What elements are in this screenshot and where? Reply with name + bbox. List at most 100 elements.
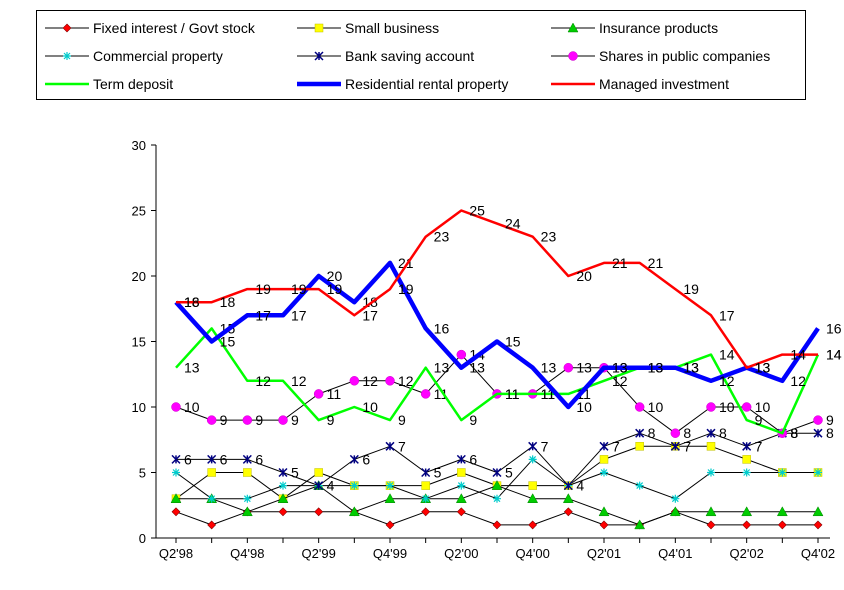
- data-label: 21: [648, 255, 664, 271]
- data-point: [671, 494, 680, 503]
- data-point: [528, 441, 538, 451]
- data-label: 9: [469, 412, 477, 428]
- data-point: [669, 506, 681, 517]
- data-label: 23: [434, 229, 450, 245]
- data-point: [242, 415, 253, 425]
- data-label: 6: [469, 451, 477, 467]
- data-label: 5: [291, 465, 299, 481]
- legend-marker: [568, 51, 578, 61]
- data-point: [742, 441, 752, 451]
- data-point: [207, 454, 217, 464]
- data-label: 13: [683, 360, 699, 376]
- data-point: [741, 402, 752, 412]
- legend-label: Insurance products: [599, 20, 719, 36]
- data-point: [172, 468, 180, 477]
- data-label: 23: [541, 229, 557, 245]
- series-managed-investment: 18 18 19 19 19 17 19 23 25 24 23 20 21 21 19 17 13 14 14: [176, 203, 842, 376]
- series-line: [175, 458, 818, 500]
- x-tick-label: Q4'98: [230, 546, 264, 561]
- data-label: 12: [362, 373, 378, 389]
- data-label: 7: [541, 438, 549, 454]
- data-label: 7: [683, 438, 691, 454]
- data-point: [670, 441, 680, 451]
- data-label: 19: [291, 281, 307, 297]
- data-point: [278, 415, 288, 425]
- data-label: 16: [826, 320, 842, 336]
- data-label: 8: [826, 425, 834, 441]
- data-label: 21: [612, 255, 628, 271]
- data-label: 10: [719, 399, 735, 415]
- data-point: [813, 428, 823, 438]
- data-label: 20: [576, 268, 592, 284]
- data-label: 6: [184, 451, 192, 467]
- x-tick-label: Q4'01: [658, 546, 692, 561]
- legend-swatch: [45, 52, 89, 60]
- data-label: 6: [362, 451, 370, 467]
- data-label: 10: [362, 399, 378, 415]
- data-point: [527, 493, 539, 503]
- data-point: [421, 481, 430, 490]
- data-point: [707, 468, 715, 477]
- legend-item-small-business: Small business: [295, 17, 439, 39]
- legend-marker: [314, 23, 324, 33]
- legend-item-term-deposit: Term deposit: [43, 73, 173, 95]
- data-point: [492, 467, 502, 478]
- legend-swatch: [297, 51, 341, 61]
- series-insurance-products: [170, 480, 824, 530]
- y-tick-label: 15: [132, 335, 146, 350]
- data-label: 13: [184, 360, 200, 376]
- data-point: [814, 468, 822, 477]
- legend-marker: [567, 22, 579, 33]
- data-point: [813, 520, 823, 530]
- data-point: [742, 468, 751, 477]
- data-point: [705, 506, 717, 517]
- data-label: 13: [612, 360, 628, 376]
- data-point: [635, 442, 644, 451]
- data-point: [385, 376, 395, 386]
- data-point: [421, 467, 431, 478]
- data-point: [171, 507, 181, 517]
- data-point: [456, 507, 466, 517]
- data-point: [278, 467, 288, 478]
- data-point: [314, 481, 324, 491]
- legend-label: Shares in public companies: [599, 48, 771, 64]
- data-label: 11: [505, 386, 520, 402]
- legend-label: Small business: [345, 20, 440, 36]
- data-point: [562, 493, 574, 503]
- data-label: 12: [291, 373, 307, 389]
- data-label: 12: [255, 373, 271, 389]
- data-label: 9: [755, 412, 763, 428]
- legend-swatch: [297, 81, 341, 87]
- data-label: 10: [184, 399, 200, 415]
- data-point: [350, 481, 359, 490]
- data-label: 9: [291, 412, 299, 428]
- data-point: [742, 520, 752, 530]
- data-label: 12: [719, 373, 735, 389]
- data-label: 8: [790, 425, 798, 441]
- legend-item-shares-in-public-companies: Shares in public companies: [549, 45, 770, 67]
- data-point: [777, 520, 787, 530]
- series-line: [176, 485, 818, 526]
- data-label: 12: [398, 373, 414, 389]
- data-label: 5: [505, 465, 513, 481]
- data-label: 15: [220, 334, 236, 350]
- data-label: 8: [790, 425, 798, 441]
- data-point: [348, 506, 360, 517]
- data-label: 9: [398, 412, 406, 428]
- data-label: 14: [719, 347, 735, 363]
- data-label: 17: [362, 307, 378, 323]
- data-point: [812, 506, 824, 517]
- x-tick-label: Q2'01: [587, 546, 621, 561]
- legend-label: Commercial property: [93, 48, 223, 64]
- data-label: 12: [612, 373, 628, 389]
- data-label: 19: [327, 281, 343, 297]
- data-label: 17: [719, 307, 735, 323]
- legend-label: Fixed interest / Govt stock: [93, 20, 255, 36]
- data-label: 17: [291, 307, 307, 323]
- data-point: [492, 520, 502, 530]
- x-tick-label: Q2'00: [444, 546, 478, 561]
- legend-item-commercial-property: Commercial property: [43, 45, 223, 67]
- data-label: 15: [505, 334, 521, 350]
- x-tick-label: Q4'02: [801, 546, 835, 561]
